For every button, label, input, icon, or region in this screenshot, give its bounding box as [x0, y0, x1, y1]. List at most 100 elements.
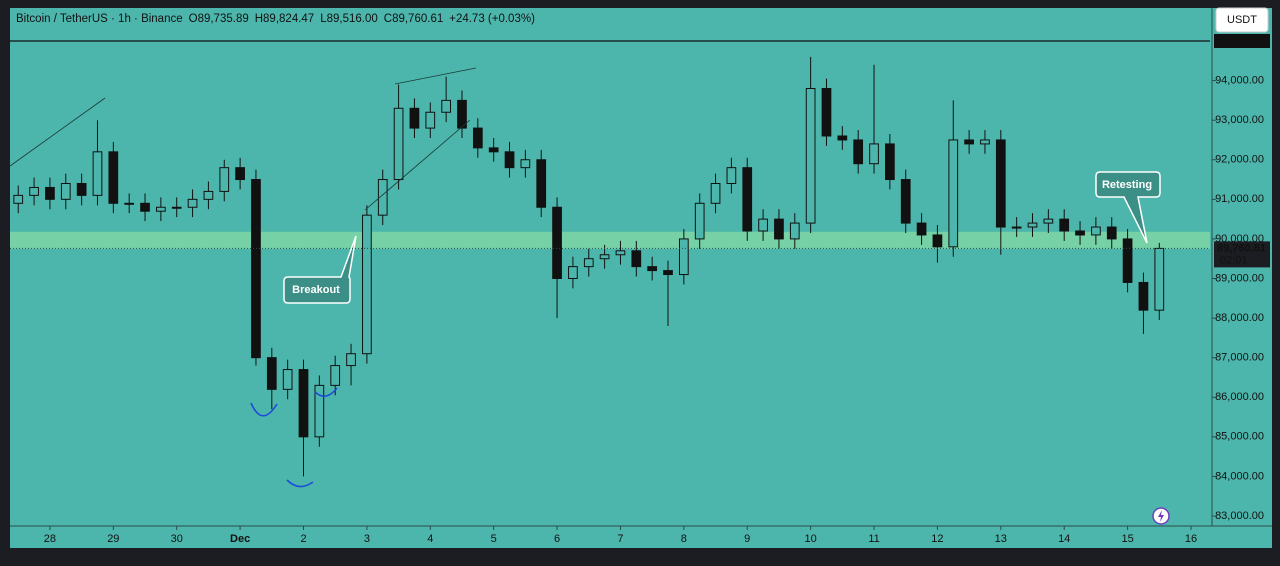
- x-tick-label: 12: [931, 533, 943, 545]
- candle-body: [552, 206, 562, 279]
- candle-body: [1122, 238, 1133, 283]
- candle-body: [758, 218, 768, 232]
- candle-body: [1106, 226, 1117, 240]
- annotation: Breakout: [292, 284, 340, 296]
- candle-body: [187, 198, 198, 208]
- candle-body: [472, 127, 483, 149]
- annotation: Retesting: [1102, 179, 1152, 191]
- candle-body: [694, 202, 705, 240]
- pattern-curve: [286, 479, 314, 488]
- last-price-bg: [1214, 241, 1270, 268]
- y-tick-label: 85,000.00: [1215, 431, 1264, 443]
- level-label: 95,000.00: [1217, 35, 1266, 47]
- x-tick-label: 30: [171, 533, 183, 545]
- currency-button[interactable]: [1215, 7, 1269, 33]
- candle-body: [916, 222, 927, 236]
- candle-body: [124, 202, 135, 205]
- y-tick-label: 84,000.00: [1215, 470, 1264, 482]
- callout-box: [1095, 171, 1161, 244]
- x-tick-label: Dec: [230, 533, 250, 545]
- candle-body: [853, 139, 864, 165]
- plot-area: 83,000.00 84,000.00 85,000.00 86,000.00 87,0…: [10, 34, 1270, 545]
- x-tick-label: 16: [1185, 533, 1197, 545]
- ohlc-high: H89,824.47: [255, 13, 314, 25]
- candle-body: [1154, 247, 1165, 311]
- x-tick-label: 5: [491, 533, 497, 545]
- change: +24.73 (+0.03%): [449, 13, 535, 25]
- candle-body: [108, 151, 119, 204]
- candle-body: [536, 159, 547, 208]
- candle-body: [663, 270, 673, 276]
- currency-label[interactable]: USDT: [1227, 14, 1257, 26]
- candle-body: [885, 143, 895, 181]
- y-tick-label: 88,000.00: [1215, 312, 1264, 324]
- candle-body: [330, 365, 341, 386]
- countdown-label: 02:01: [1220, 254, 1248, 266]
- candle-body: [362, 214, 372, 355]
- candle-body: [631, 250, 642, 268]
- candle-body: [726, 167, 737, 185]
- candle-body: [964, 139, 974, 145]
- alert-icon-bolt: [1158, 510, 1164, 522]
- y-tick-label: 92,000.00: [1215, 154, 1264, 166]
- candle-body: [1138, 281, 1149, 311]
- candle-body: [1091, 226, 1101, 236]
- candle-body: [805, 88, 816, 224]
- candle-body: [932, 234, 943, 248]
- x-tick-label: 10: [805, 533, 817, 545]
- x-tick-label: 9: [744, 533, 750, 545]
- x-tick-label: 4: [427, 533, 433, 545]
- candle-body: [1011, 226, 1022, 229]
- y-tick-label: 89,000.00: [1215, 272, 1264, 284]
- x-tick-label: 15: [1121, 533, 1133, 545]
- candle-body: [995, 139, 1006, 228]
- candle-body: [425, 111, 436, 129]
- candle-body: [76, 183, 87, 196]
- candle-body: [266, 357, 277, 390]
- y-tick-label: 87,000.00: [1215, 352, 1264, 364]
- ohlc-close: C89,760.61: [384, 13, 443, 25]
- candle-body: [869, 143, 879, 165]
- trend-line: [394, 67, 477, 85]
- y-tick-label: 83,000.00: [1215, 510, 1264, 522]
- x-tick-label: 6: [554, 533, 560, 545]
- candle-body: [1059, 218, 1070, 232]
- y-tick-label: 86,000.00: [1215, 391, 1264, 403]
- candle-body: [393, 107, 404, 181]
- candle-body: [821, 88, 832, 137]
- candle-body: [171, 206, 182, 209]
- x-tick-label: 7: [617, 533, 623, 545]
- trend-line: [9, 97, 106, 167]
- x-tick-label: 28: [44, 533, 56, 545]
- candle-body: [457, 99, 467, 129]
- x-tick-label: 3: [364, 533, 370, 545]
- candle-body: [377, 179, 388, 216]
- y-tick-label: 91,000.00: [1215, 193, 1264, 205]
- candle-body: [520, 159, 531, 169]
- x-tick-label: 29: [107, 533, 119, 545]
- candle-body: [948, 139, 959, 248]
- candle-body: [13, 194, 24, 204]
- candle-body: [314, 384, 325, 438]
- trend-line: [364, 119, 471, 211]
- candle-body: [298, 369, 309, 438]
- candle-body: [156, 206, 166, 212]
- pattern-curve: [250, 402, 278, 417]
- candle-body: [710, 183, 721, 204]
- x-tick-label: 14: [1058, 533, 1070, 545]
- candle-body: [837, 135, 848, 141]
- x-tick-label: 8: [681, 533, 687, 545]
- pattern-curve: [314, 387, 338, 397]
- candle-body: [678, 238, 689, 276]
- candle-body: [789, 222, 800, 240]
- candle-body: [1075, 230, 1085, 236]
- candle-body: [488, 147, 499, 153]
- candle-body: [647, 266, 658, 272]
- candle-body: [251, 179, 261, 359]
- candle-body: [60, 183, 71, 200]
- candle-body: [1027, 222, 1038, 228]
- candle-body: [568, 266, 578, 279]
- symbol: Bitcoin / TetherUS · 1h · Binance: [16, 13, 183, 25]
